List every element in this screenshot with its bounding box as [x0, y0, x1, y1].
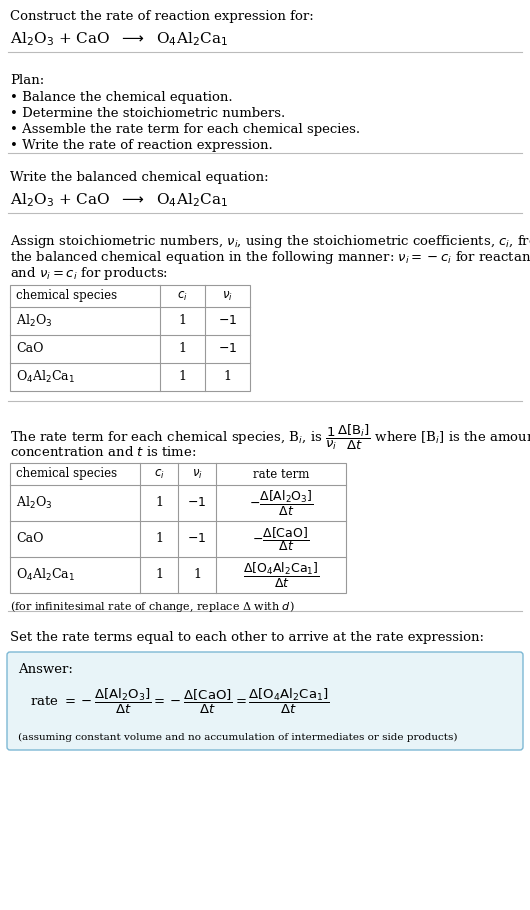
Text: • Write the rate of reaction expression.: • Write the rate of reaction expression.	[10, 139, 273, 152]
Text: concentration and $t$ is time:: concentration and $t$ is time:	[10, 445, 197, 459]
Text: Al$_2$O$_3$ + CaO  $\longrightarrow$  O$_4$Al$_2$Ca$_1$: Al$_2$O$_3$ + CaO $\longrightarrow$ O$_4…	[10, 191, 228, 208]
Text: $-\dfrac{\Delta[\mathrm{Al_2O_3}]}{\Delta t}$: $-\dfrac{\Delta[\mathrm{Al_2O_3}]}{\Delt…	[249, 489, 313, 518]
Text: O$_4$Al$_2$Ca$_1$: O$_4$Al$_2$Ca$_1$	[16, 567, 75, 583]
Text: $-1$: $-1$	[218, 342, 237, 356]
Text: $\dfrac{\Delta[\mathrm{O_4Al_2Ca_1}]}{\Delta t}$: $\dfrac{\Delta[\mathrm{O_4Al_2Ca_1}]}{\D…	[243, 561, 320, 590]
Text: rate term: rate term	[253, 468, 309, 480]
Text: Answer:: Answer:	[18, 663, 73, 676]
Text: $c_i$: $c_i$	[154, 468, 164, 480]
FancyBboxPatch shape	[7, 652, 523, 750]
Text: Assign stoichiometric numbers, $\nu_i$, using the stoichiometric coefficients, $: Assign stoichiometric numbers, $\nu_i$, …	[10, 233, 530, 250]
Text: 1: 1	[179, 342, 187, 356]
Text: O$_4$Al$_2$Ca$_1$: O$_4$Al$_2$Ca$_1$	[16, 369, 75, 385]
Text: Al$_2$O$_3$: Al$_2$O$_3$	[16, 313, 52, 329]
Text: • Assemble the rate term for each chemical species.: • Assemble the rate term for each chemic…	[10, 123, 360, 136]
Text: $-1$: $-1$	[218, 315, 237, 328]
Text: $\nu_i$: $\nu_i$	[191, 468, 202, 480]
Text: Write the balanced chemical equation:: Write the balanced chemical equation:	[10, 171, 269, 184]
Text: $c_i$: $c_i$	[177, 289, 188, 302]
Text: Al$_2$O$_3$: Al$_2$O$_3$	[16, 495, 52, 511]
Bar	[10, 285, 250, 391]
Text: 1: 1	[155, 497, 163, 510]
Text: 1: 1	[179, 315, 187, 328]
Text: Plan:: Plan:	[10, 74, 44, 87]
Text: Set the rate terms equal to each other to arrive at the rate expression:: Set the rate terms equal to each other t…	[10, 631, 484, 644]
Text: the balanced chemical equation in the following manner: $\nu_i = -c_i$ for react: the balanced chemical equation in the fo…	[10, 249, 530, 266]
Text: chemical species: chemical species	[16, 289, 117, 302]
Text: $-\dfrac{\Delta[\mathrm{CaO}]}{\Delta t}$: $-\dfrac{\Delta[\mathrm{CaO}]}{\Delta t}…	[252, 525, 310, 553]
Text: $\nu_i$: $\nu_i$	[222, 289, 233, 302]
Text: $-1$: $-1$	[188, 532, 207, 545]
Text: 1: 1	[155, 532, 163, 545]
Bar	[10, 463, 346, 593]
Text: CaO: CaO	[16, 532, 43, 545]
Text: CaO: CaO	[16, 342, 43, 356]
Text: 1: 1	[193, 569, 201, 581]
Text: The rate term for each chemical species, B$_i$, is $\dfrac{1}{\nu_i}\dfrac{\Delt: The rate term for each chemical species,…	[10, 423, 530, 452]
Text: 1: 1	[155, 569, 163, 581]
Text: $-1$: $-1$	[188, 497, 207, 510]
Text: 1: 1	[224, 370, 232, 383]
Text: chemical species: chemical species	[16, 468, 117, 480]
Text: Construct the rate of reaction expression for:: Construct the rate of reaction expressio…	[10, 10, 314, 23]
Text: (for infinitesimal rate of change, replace Δ with $d$): (for infinitesimal rate of change, repla…	[10, 599, 295, 614]
Text: Al$_2$O$_3$ + CaO  $\longrightarrow$  O$_4$Al$_2$Ca$_1$: Al$_2$O$_3$ + CaO $\longrightarrow$ O$_4…	[10, 30, 228, 47]
Text: • Determine the stoichiometric numbers.: • Determine the stoichiometric numbers.	[10, 107, 285, 120]
Text: and $\nu_i = c_i$ for products:: and $\nu_i = c_i$ for products:	[10, 265, 168, 282]
Text: 1: 1	[179, 370, 187, 383]
Text: • Balance the chemical equation.: • Balance the chemical equation.	[10, 91, 233, 104]
Text: (assuming constant volume and no accumulation of intermediates or side products): (assuming constant volume and no accumul…	[18, 733, 457, 743]
Text: rate $= -\dfrac{\Delta[\mathrm{Al_2O_3}]}{\Delta t} = -\dfrac{\Delta[\mathrm{CaO: rate $= -\dfrac{\Delta[\mathrm{Al_2O_3}]…	[30, 687, 330, 716]
